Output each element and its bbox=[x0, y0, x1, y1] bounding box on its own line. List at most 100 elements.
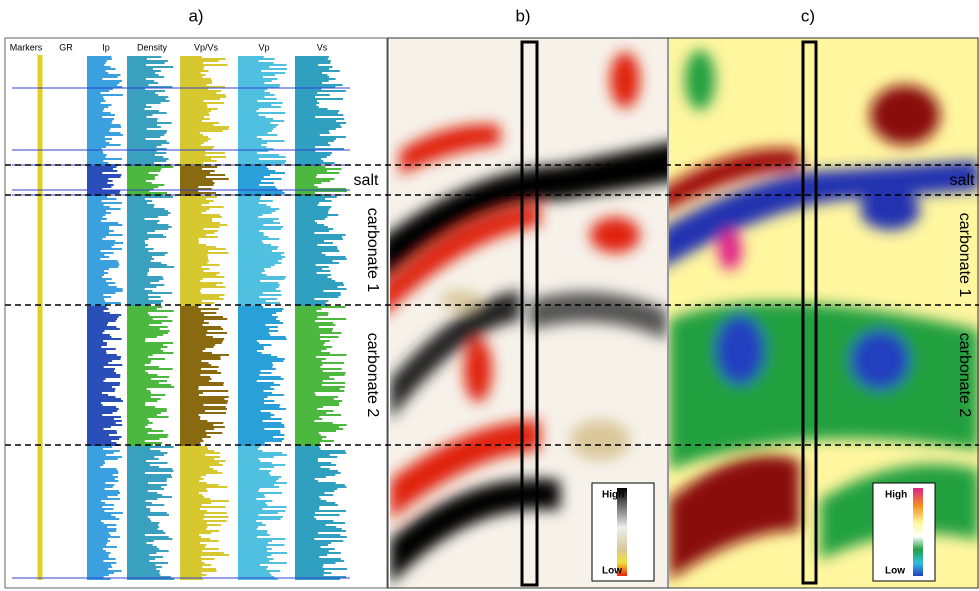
log-sample bbox=[180, 414, 199, 416]
log-sample bbox=[87, 168, 113, 170]
log-sample bbox=[295, 552, 341, 554]
log-sample bbox=[295, 200, 332, 202]
log-sample bbox=[87, 90, 109, 92]
log-sample bbox=[87, 276, 102, 278]
log-sample bbox=[87, 310, 104, 312]
log-sample bbox=[127, 548, 159, 550]
log-sample bbox=[180, 376, 210, 378]
log-sample bbox=[180, 424, 213, 426]
log-sample bbox=[238, 432, 280, 434]
log-sample bbox=[180, 114, 209, 116]
log-sample bbox=[238, 230, 259, 232]
log-sample bbox=[127, 156, 163, 158]
log-sample bbox=[238, 182, 274, 184]
log-sample bbox=[180, 210, 206, 212]
log-sample bbox=[127, 516, 148, 518]
log-sample bbox=[127, 376, 169, 378]
log-sample bbox=[87, 166, 116, 168]
log-sample bbox=[238, 140, 285, 142]
log-sample bbox=[127, 144, 162, 146]
panel-label: b) bbox=[515, 6, 530, 25]
log-sample bbox=[87, 566, 112, 568]
log-sample bbox=[87, 142, 109, 144]
log-sample bbox=[180, 58, 226, 60]
log-sample bbox=[295, 136, 346, 138]
log-sample bbox=[180, 430, 206, 432]
log-sample bbox=[295, 98, 343, 100]
log-sample bbox=[127, 398, 161, 400]
log-sample bbox=[127, 330, 170, 332]
log-sample bbox=[295, 500, 326, 502]
log-sample bbox=[295, 318, 346, 320]
log-sample bbox=[180, 156, 226, 158]
log-sample bbox=[180, 196, 217, 198]
log-sample bbox=[238, 500, 272, 502]
log-sample bbox=[295, 524, 326, 526]
log-sample bbox=[295, 104, 316, 106]
log-sample bbox=[238, 146, 267, 148]
log-sample bbox=[238, 238, 279, 240]
log-sample bbox=[127, 520, 151, 522]
log-sample bbox=[295, 486, 346, 488]
log-sample bbox=[180, 66, 204, 68]
log-sample bbox=[87, 392, 102, 394]
log-sample bbox=[180, 486, 227, 488]
log-sample bbox=[238, 212, 272, 214]
log-sample bbox=[180, 128, 229, 130]
log-sample bbox=[127, 264, 167, 266]
log-sample bbox=[127, 118, 158, 120]
log-sample bbox=[238, 210, 275, 212]
log-sample bbox=[87, 134, 123, 136]
log-sample bbox=[295, 480, 318, 482]
log-sample bbox=[295, 186, 318, 188]
log-sample bbox=[295, 120, 336, 122]
log-sample bbox=[238, 572, 270, 574]
log-sample bbox=[87, 222, 118, 224]
log-sample bbox=[87, 398, 121, 400]
log-sample bbox=[238, 110, 256, 112]
log-sample bbox=[238, 512, 278, 514]
log-sample bbox=[238, 282, 278, 284]
log-sample bbox=[127, 324, 149, 326]
log-sample bbox=[295, 280, 335, 282]
log-sample bbox=[238, 324, 265, 326]
log-sample bbox=[238, 102, 283, 104]
log-sample bbox=[295, 350, 321, 352]
log-sample bbox=[295, 482, 336, 484]
log-sample bbox=[180, 230, 218, 232]
zone-label: carbonate 2 bbox=[364, 333, 381, 418]
log-sample bbox=[238, 120, 284, 122]
log-sample bbox=[127, 298, 149, 300]
log-sample bbox=[180, 566, 202, 568]
log-sample bbox=[87, 296, 111, 298]
log-sample bbox=[180, 134, 203, 136]
log-sample bbox=[127, 512, 167, 514]
log-sample bbox=[127, 168, 162, 170]
log-sample bbox=[180, 366, 219, 368]
log-sample bbox=[180, 338, 224, 340]
log-sample bbox=[180, 270, 203, 272]
log-sample bbox=[295, 460, 318, 462]
log-sample bbox=[238, 334, 270, 336]
log-sample bbox=[87, 552, 111, 554]
log-sample bbox=[87, 402, 101, 404]
log-sample bbox=[127, 418, 148, 420]
log-sample bbox=[295, 144, 330, 146]
log-sample bbox=[127, 500, 146, 502]
log-sample bbox=[127, 176, 155, 178]
log-sample bbox=[127, 258, 154, 260]
log-sample bbox=[295, 180, 330, 182]
log-sample bbox=[238, 506, 286, 508]
log-sample bbox=[295, 116, 315, 118]
log-sample bbox=[180, 508, 200, 510]
log-sample bbox=[180, 268, 209, 270]
log-sample bbox=[87, 532, 109, 534]
log-sample bbox=[295, 330, 332, 332]
log-sample bbox=[127, 140, 167, 142]
log-sample bbox=[238, 264, 275, 266]
log-sample bbox=[180, 236, 218, 238]
log-sample bbox=[127, 536, 169, 538]
log-sample bbox=[180, 100, 203, 102]
log-sample bbox=[295, 294, 341, 296]
log-sample bbox=[238, 430, 280, 432]
